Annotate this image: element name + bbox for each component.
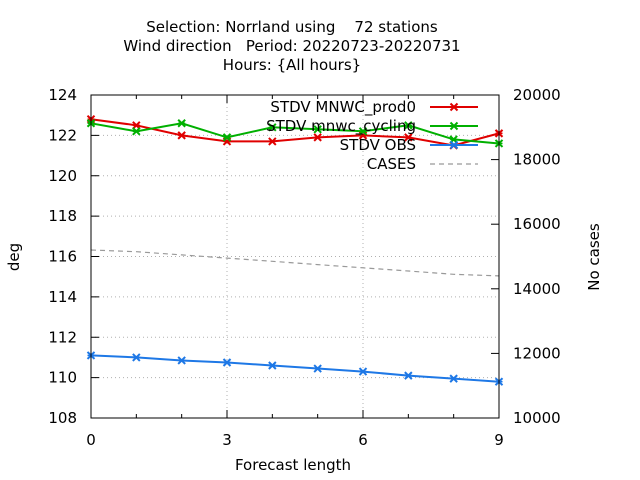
data-point-marker xyxy=(449,374,458,383)
data-point-marker xyxy=(268,137,277,146)
title-line-3: Hours: {All hours} xyxy=(223,56,361,74)
series-line xyxy=(90,118,500,147)
x-tick-label: 6 xyxy=(358,431,368,449)
data-point-marker xyxy=(268,123,277,132)
data-point-marker xyxy=(268,361,277,370)
data-point-marker xyxy=(222,133,232,142)
y-tick-label: 124 xyxy=(48,86,77,104)
data-point-marker xyxy=(358,127,368,136)
y-tick-label: 118 xyxy=(48,207,77,225)
data-point-marker xyxy=(177,131,186,140)
y-tick-label: 108 xyxy=(48,409,77,427)
legend-item: STDV mnwc_cycling xyxy=(266,117,478,136)
legend-label: STDV mnwc_cycling xyxy=(266,117,416,136)
data-point-marker xyxy=(404,133,413,142)
data-point-marker xyxy=(313,125,322,134)
data-point-marker xyxy=(177,356,186,365)
legend-item: STDV OBS xyxy=(340,136,478,154)
x-tick-label: 9 xyxy=(494,431,504,449)
y2-tick-label: 20000 xyxy=(513,86,561,104)
data-point-marker xyxy=(313,133,322,142)
legend-label: STDV OBS xyxy=(340,136,416,154)
x-axis-label: Forecast length xyxy=(235,456,351,474)
title-line-2: Wind direction Period: 20220723-20220731 xyxy=(123,37,460,55)
y2-tick-label: 16000 xyxy=(513,215,561,233)
legend-item: CASES xyxy=(367,155,478,173)
y-tick-label: 112 xyxy=(48,328,77,346)
y-axis-label: deg xyxy=(5,243,23,271)
x-tick-label: 0 xyxy=(86,431,96,449)
data-point-marker xyxy=(132,127,141,136)
legend-label: STDV MNWC_prod0 xyxy=(270,98,416,117)
data-point-marker xyxy=(449,140,459,150)
data-series xyxy=(86,115,504,386)
x-tick-label: 3 xyxy=(222,431,232,449)
series-line xyxy=(90,354,500,383)
y2-tick-label: 10000 xyxy=(513,409,561,427)
title-line-1: Selection: Norrland using 72 stations xyxy=(146,18,438,36)
series-line xyxy=(90,122,500,145)
data-point-marker xyxy=(313,364,322,373)
legend-item: STDV MNWC_prod0 xyxy=(270,98,478,117)
axis-ticks: 108 110 112 114 116 118 120 122 124 0 3 6 9 10000 1200… xyxy=(48,86,560,449)
data-point-marker xyxy=(177,119,186,128)
y2-tick-label: 18000 xyxy=(513,151,561,169)
y2-tick-label: 14000 xyxy=(513,280,561,298)
cases-series xyxy=(90,249,500,277)
data-point-marker xyxy=(449,121,459,131)
grid-lines xyxy=(91,95,499,418)
y-tick-label: 110 xyxy=(48,369,77,387)
data-point-marker xyxy=(358,367,368,376)
y-tick-label: 122 xyxy=(48,126,77,144)
data-point-marker xyxy=(404,371,413,380)
data-point-marker xyxy=(222,358,232,367)
y2-axis-label: No cases xyxy=(585,223,603,291)
legend-label: CASES xyxy=(367,155,416,173)
y-tick-label: 120 xyxy=(48,167,77,185)
y2-tick-label: 12000 xyxy=(513,344,561,362)
chart-title: Selection: Norrland using 72 stations Wi… xyxy=(123,18,460,74)
y-tick-label: 114 xyxy=(48,288,77,306)
y-tick-label: 116 xyxy=(48,248,77,266)
data-point-marker xyxy=(404,121,413,130)
data-point-marker xyxy=(449,102,459,112)
data-point-marker xyxy=(132,353,141,362)
series-line xyxy=(90,249,500,277)
